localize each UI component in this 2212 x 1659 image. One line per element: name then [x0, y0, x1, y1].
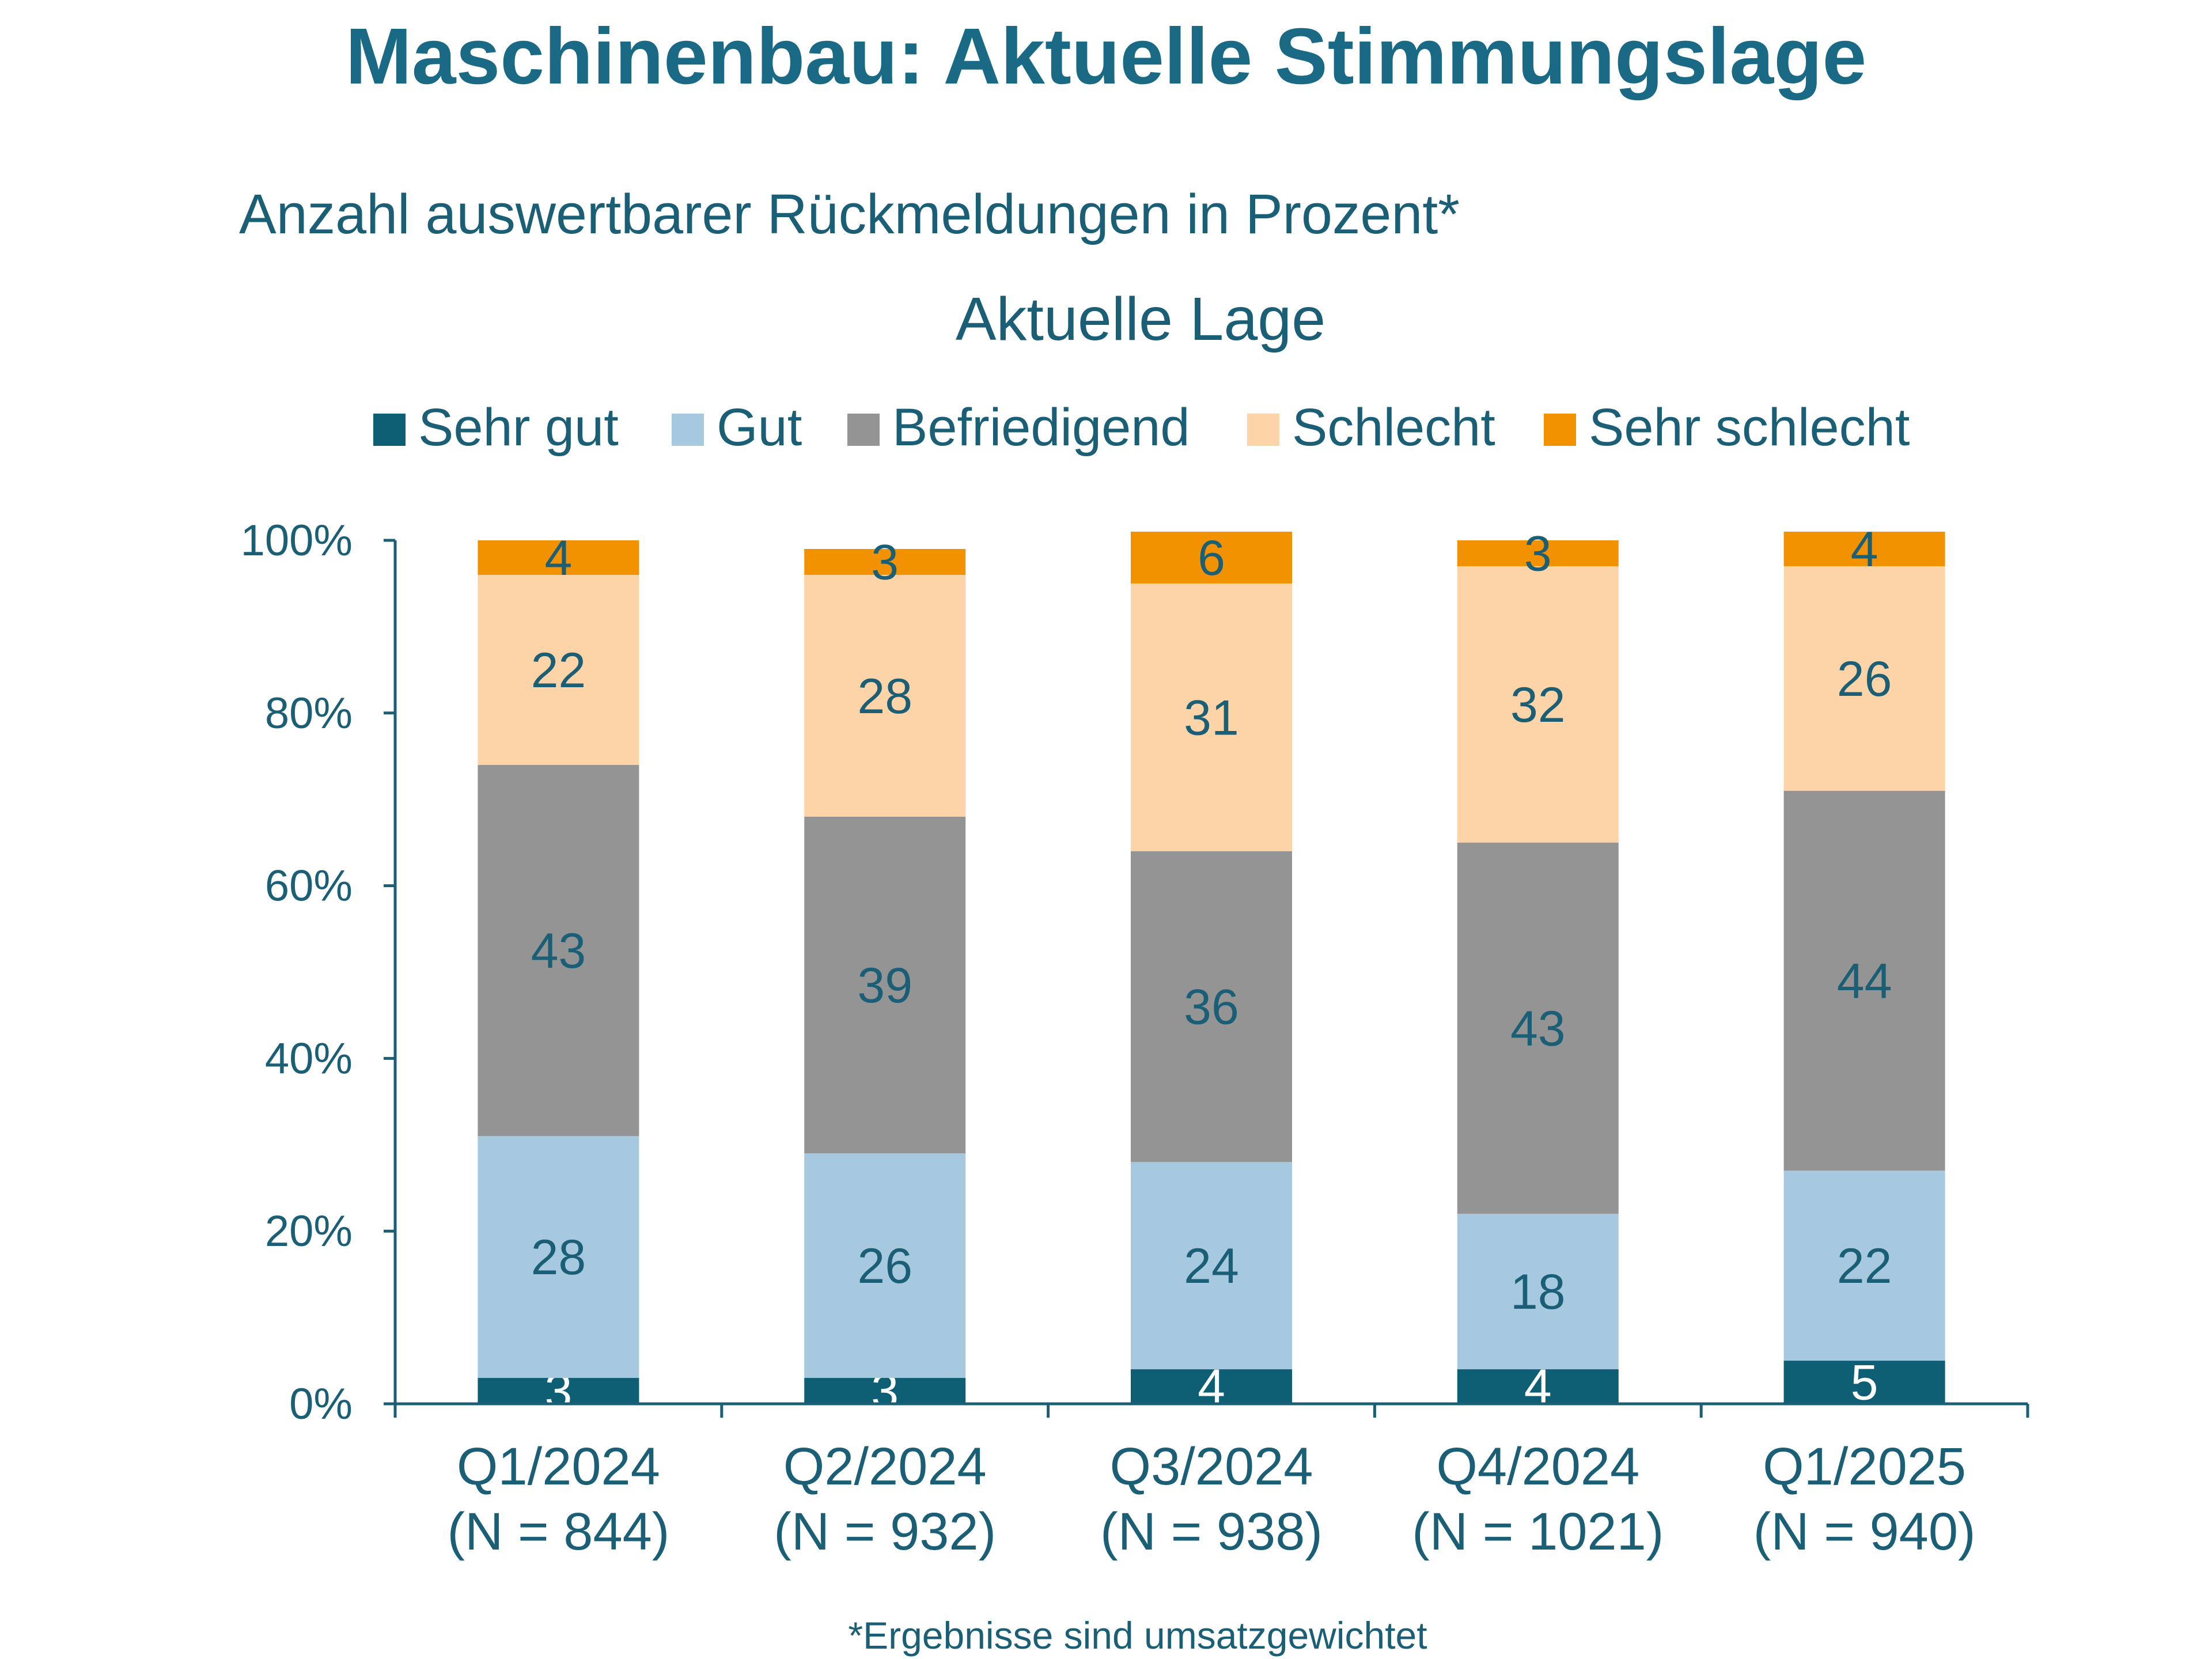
data-label-sehr-schlecht: 4: [1851, 522, 1878, 577]
data-label-gut: 28: [531, 1230, 586, 1285]
data-label-befriedigend: 39: [857, 958, 912, 1013]
data-label-schlecht: 28: [857, 669, 912, 724]
y-tick-label: 0%: [289, 1380, 353, 1429]
legend-swatch-sehr-schlecht: [1544, 414, 1576, 446]
data-label-befriedigend: 44: [1837, 953, 1892, 1009]
bar-segment-sehr-gut: [478, 1378, 639, 1404]
bar-segment-sehr-gut: [804, 1378, 966, 1404]
x-tick-sublabel: (N = 938): [1100, 1502, 1323, 1561]
x-tick-label: Q1/2025: [1763, 1437, 1966, 1496]
data-label-gut: 26: [857, 1238, 912, 1294]
x-tick-label: Q3/2024: [1110, 1437, 1313, 1496]
x-tick-sublabel: (N = 940): [1753, 1502, 1976, 1561]
x-tick-label: Q1/2024: [457, 1437, 660, 1496]
bar-segment-befriedigend: [1131, 851, 1292, 1162]
bar-segment-gut: [1783, 1171, 1945, 1361]
bar-segment-befriedigend: [1783, 790, 1945, 1171]
bar-segment-schlecht: [804, 574, 966, 817]
legend-item-sehr-schlecht: Sehr schlecht: [1544, 398, 1910, 457]
legend-swatch-befriedigend: [847, 414, 880, 446]
data-label-sehr-schlecht: 4: [544, 531, 572, 586]
data-label-schlecht: 22: [531, 643, 586, 698]
y-axis: 0% 20% 40% 60% 80% 100%: [241, 516, 397, 1429]
bar-segment-sehr-schlecht: [1131, 532, 1292, 584]
data-label-gut: 24: [1184, 1238, 1239, 1294]
bar-segment-sehr-gut: [1131, 1369, 1292, 1404]
legend-swatch-gut: [672, 414, 704, 446]
page-subtitle: Anzahl auswertbarer Rückmeldungen in Pro…: [239, 183, 1460, 245]
y-tick-label: 100%: [241, 516, 353, 565]
footnote: *Ergebnisse sind umsatzgewichtet: [848, 1614, 1427, 1657]
bar-segment-gut: [804, 1153, 966, 1378]
data-label-befriedigend: 36: [1184, 979, 1239, 1035]
x-tick-label: Q4/2024: [1436, 1437, 1639, 1496]
data-label-sehr-schlecht: 6: [1198, 531, 1225, 586]
x-tick-sublabel: (N = 1021): [1412, 1502, 1664, 1561]
bar-segment-befriedigend: [804, 816, 966, 1154]
y-tick-label: 60%: [265, 862, 353, 911]
y-tick-label: 40%: [265, 1034, 353, 1083]
bar-segment-schlecht: [1783, 566, 1945, 791]
legend-swatch-schlecht: [1247, 414, 1279, 446]
legend-swatch-sehr-gut: [373, 414, 406, 446]
data-label-schlecht: 31: [1184, 690, 1239, 745]
data-label-schlecht: 26: [1837, 652, 1892, 707]
legend-label-sehr-schlecht: Sehr schlecht: [1589, 398, 1910, 457]
page-title: Maschinenbau: Aktuelle Stimmungslage: [346, 12, 1866, 101]
x-tick-label: Q2/2024: [783, 1437, 987, 1496]
chart-legend: Sehr gut Gut Befriedigend Schlecht Sehr schl…: [373, 398, 1910, 457]
bar-segment-gut: [1131, 1162, 1292, 1370]
bar-segment-gut: [1457, 1214, 1619, 1370]
bar-segment-sehr-schlecht: [804, 548, 966, 575]
bar-segment-sehr-schlecht: [1783, 532, 1945, 566]
bar-segment-sehr-gut: [1783, 1361, 1945, 1404]
bar-segment-schlecht: [478, 574, 639, 765]
data-label-sehr-schlecht: 3: [871, 535, 899, 590]
data-label-befriedigend: 43: [1510, 1001, 1566, 1056]
y-tick-label: 80%: [265, 689, 353, 738]
x-tick-sublabel: (N = 932): [774, 1502, 996, 1561]
bar-segment-schlecht: [1457, 566, 1619, 843]
data-label-sehr-schlecht: 3: [1524, 526, 1552, 581]
legend-label-gut: Gut: [717, 398, 802, 457]
legend-item-schlecht: Schlecht: [1247, 398, 1495, 457]
legend-item-befriedigend: Befriedigend: [847, 398, 1190, 457]
bar-segment-sehr-gut: [1457, 1369, 1619, 1404]
data-label-gut: 22: [1837, 1238, 1892, 1294]
x-tick-sublabel: (N = 844): [447, 1502, 669, 1561]
legend-label-schlecht: Schlecht: [1292, 398, 1495, 457]
bar-segment-gut: [478, 1136, 639, 1378]
legend-item-gut: Gut: [672, 398, 802, 457]
legend-label-befriedigend: Befriedigend: [892, 398, 1190, 457]
bar-segment-sehr-schlecht: [478, 540, 639, 575]
bar-segment-schlecht: [1131, 583, 1292, 851]
x-axis: Q1/2024 (N = 844) Q2/2024 (N = 932) Q3/2024 (…: [393, 1402, 2029, 1561]
bar-segment-befriedigend: [478, 764, 639, 1137]
bar-segment-befriedigend: [1457, 842, 1619, 1214]
data-label-gut: 18: [1510, 1264, 1566, 1320]
data-label-befriedigend: 43: [531, 923, 586, 979]
legend-label-sehr-gut: Sehr gut: [418, 398, 619, 457]
data-label-schlecht: 32: [1510, 677, 1566, 733]
data-label-sehr-gut: 5: [1851, 1355, 1878, 1411]
chart-title: Aktuelle Lage: [956, 285, 1325, 353]
y-tick-label: 20%: [265, 1207, 353, 1256]
bar-stack-q1-2025: 5 22 44 26 4: [1783, 522, 1945, 1411]
legend-item-sehr-gut: Sehr gut: [373, 398, 619, 457]
bar-segment-sehr-schlecht: [1457, 540, 1619, 566]
